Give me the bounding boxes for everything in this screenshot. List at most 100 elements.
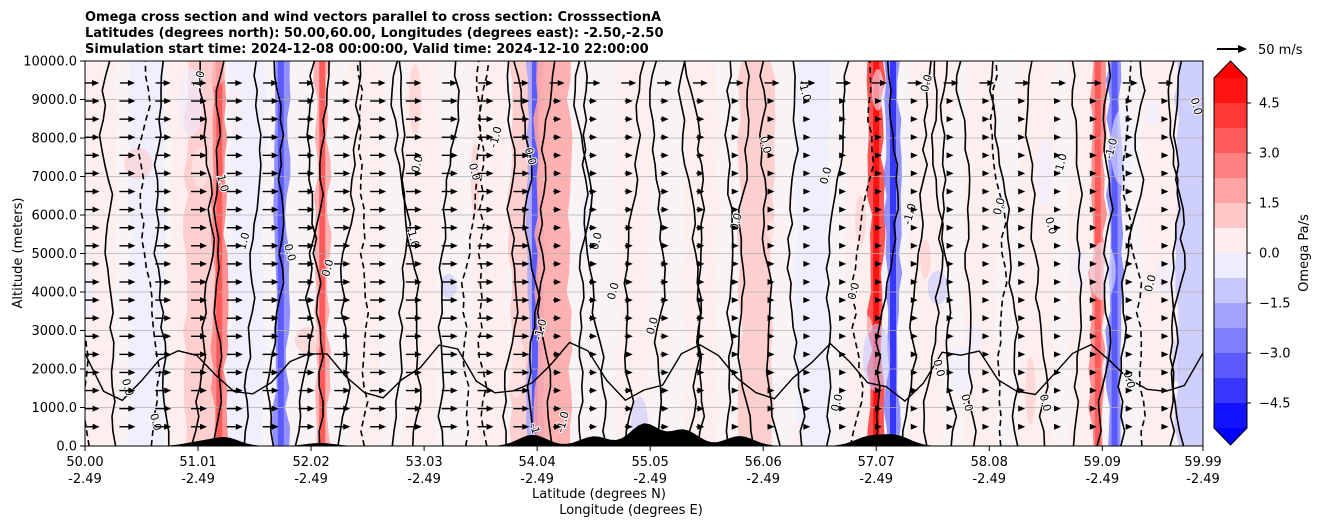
- wind-vector-head: [128, 333, 136, 340]
- wind-vector-head: [1161, 206, 1169, 213]
- wind-vector-head: [946, 315, 954, 322]
- wind-vector-head: [731, 423, 739, 430]
- colorbar-level: [1214, 228, 1247, 253]
- wind-vector-head: [450, 405, 458, 412]
- wind-vector-head: [1018, 315, 1026, 322]
- wind-vector-head: [1125, 260, 1133, 267]
- wind-vector-head: [414, 224, 422, 231]
- wind-vector-head: [486, 170, 494, 177]
- wind-vector-head: [522, 224, 530, 231]
- contour-label: -1.0: [487, 125, 505, 149]
- wind-vector-head: [379, 405, 387, 412]
- wind-vector-head: [522, 152, 530, 159]
- wind-vector-head: [982, 170, 990, 177]
- omega-contour-line: [901, 61, 932, 446]
- contour-label: 0.0: [1037, 393, 1054, 413]
- gridlines: [85, 61, 1203, 446]
- wind-vector-head: [92, 152, 100, 159]
- wind-vector-head: [271, 405, 279, 412]
- wind-vector-head: [164, 351, 172, 358]
- wind-vector-head: [235, 315, 243, 322]
- wind-vector-head: [554, 152, 562, 159]
- x-tick-label-lon: -2.49: [746, 472, 780, 487]
- wind-vector-head: [874, 134, 882, 141]
- wind-vector-head: [343, 315, 351, 322]
- omega-contour-line: [825, 61, 850, 446]
- x-tick-label-lon: -2.49: [294, 472, 328, 487]
- wind-vector-head: [307, 152, 315, 159]
- wind-vector-head: [522, 423, 530, 430]
- wind-vector-head: [200, 387, 208, 394]
- omega-contour-line: [1169, 61, 1186, 446]
- wind-vector-head: [164, 134, 172, 141]
- wind-vector-head: [450, 134, 458, 141]
- y-tick-label: 2000.0: [32, 363, 78, 378]
- wind-vector-head: [839, 333, 847, 340]
- wind-vector-head: [1161, 315, 1169, 322]
- wind-vector-head: [1054, 188, 1062, 195]
- wind-vector-head: [92, 242, 100, 249]
- wind-vector-head: [910, 297, 918, 304]
- wind-vector-head: [661, 188, 669, 195]
- wind-vector-head: [839, 423, 847, 430]
- omega-contour-line: [1167, 61, 1185, 446]
- wind-vector-head: [1161, 387, 1169, 394]
- wind-vector-head: [522, 315, 530, 322]
- wind-vector-head: [625, 152, 633, 159]
- y-tick-label: 4000.0: [32, 286, 78, 301]
- wind-vector-head: [1161, 242, 1169, 249]
- wind-vector-head: [200, 297, 208, 304]
- wind-vector-head: [946, 188, 954, 195]
- wind-vector-head: [910, 242, 918, 249]
- wind-vector-head: [1166, 79, 1174, 86]
- wind-vector-head: [1089, 405, 1097, 412]
- wind-vector-head: [625, 297, 633, 304]
- contour-label: 0.0: [845, 281, 862, 301]
- wind-vector-head: [593, 79, 601, 86]
- wind-vector-head: [803, 152, 811, 159]
- wind-vector-head: [946, 351, 954, 358]
- wind-vector-head: [982, 405, 990, 412]
- wind-vector-head: [522, 242, 530, 249]
- wind-vector-head: [271, 242, 279, 249]
- wind-vector-head: [910, 188, 918, 195]
- wind-vector-head: [164, 278, 172, 285]
- wind-vector-head: [625, 242, 633, 249]
- wind-vector-head: [379, 224, 387, 231]
- wind-vector-head: [164, 188, 172, 195]
- wind-vector-head: [1094, 79, 1102, 86]
- wind-vector-head: [554, 351, 562, 358]
- wind-vector-head: [589, 98, 597, 105]
- wind-vector-head: [379, 152, 387, 159]
- wind-vector-head: [767, 116, 775, 123]
- wind-vector-head: [951, 79, 959, 86]
- colorbar-level: [1214, 378, 1247, 403]
- wind-vector-head: [200, 170, 208, 177]
- wind-vector-head: [731, 387, 739, 394]
- wind-vector-head: [414, 134, 422, 141]
- wind-vector-head: [379, 315, 387, 322]
- wind-vector-head: [343, 116, 351, 123]
- wind-vector-head: [307, 387, 315, 394]
- wind-vector-head: [450, 98, 458, 105]
- wind-vector-head: [803, 242, 811, 249]
- wind-vector-head: [92, 206, 100, 213]
- y-tick-label: 3000.0: [32, 324, 78, 339]
- wind-vector-head: [946, 387, 954, 394]
- wind-vector-head: [1018, 387, 1026, 394]
- wind-vector-head: [200, 116, 208, 123]
- x-axis: 50.00 -2.49 51.01 -2.49 52.02 -2.49 53.03 -2.49…: [66, 446, 1222, 487]
- contour-label: 0.0: [319, 258, 336, 278]
- omega-patch: [1172, 338, 1182, 383]
- wind-vector-head: [522, 170, 530, 177]
- wind-vector-head: [589, 405, 597, 412]
- omega-patch: [506, 335, 526, 398]
- wind-vector-head: [271, 333, 279, 340]
- wind-vector-head: [414, 98, 422, 105]
- omega-patch: [862, 323, 891, 392]
- wind-vector-head: [1089, 387, 1097, 394]
- omega-contour-line: [930, 61, 958, 446]
- wind-vector-head: [1054, 116, 1062, 123]
- wind-vector-head: [554, 387, 562, 394]
- contour-labels: 1.01.01.00.00.0-1.00.0 0.0-1.00.00.00.0-1…: [118, 68, 1203, 446]
